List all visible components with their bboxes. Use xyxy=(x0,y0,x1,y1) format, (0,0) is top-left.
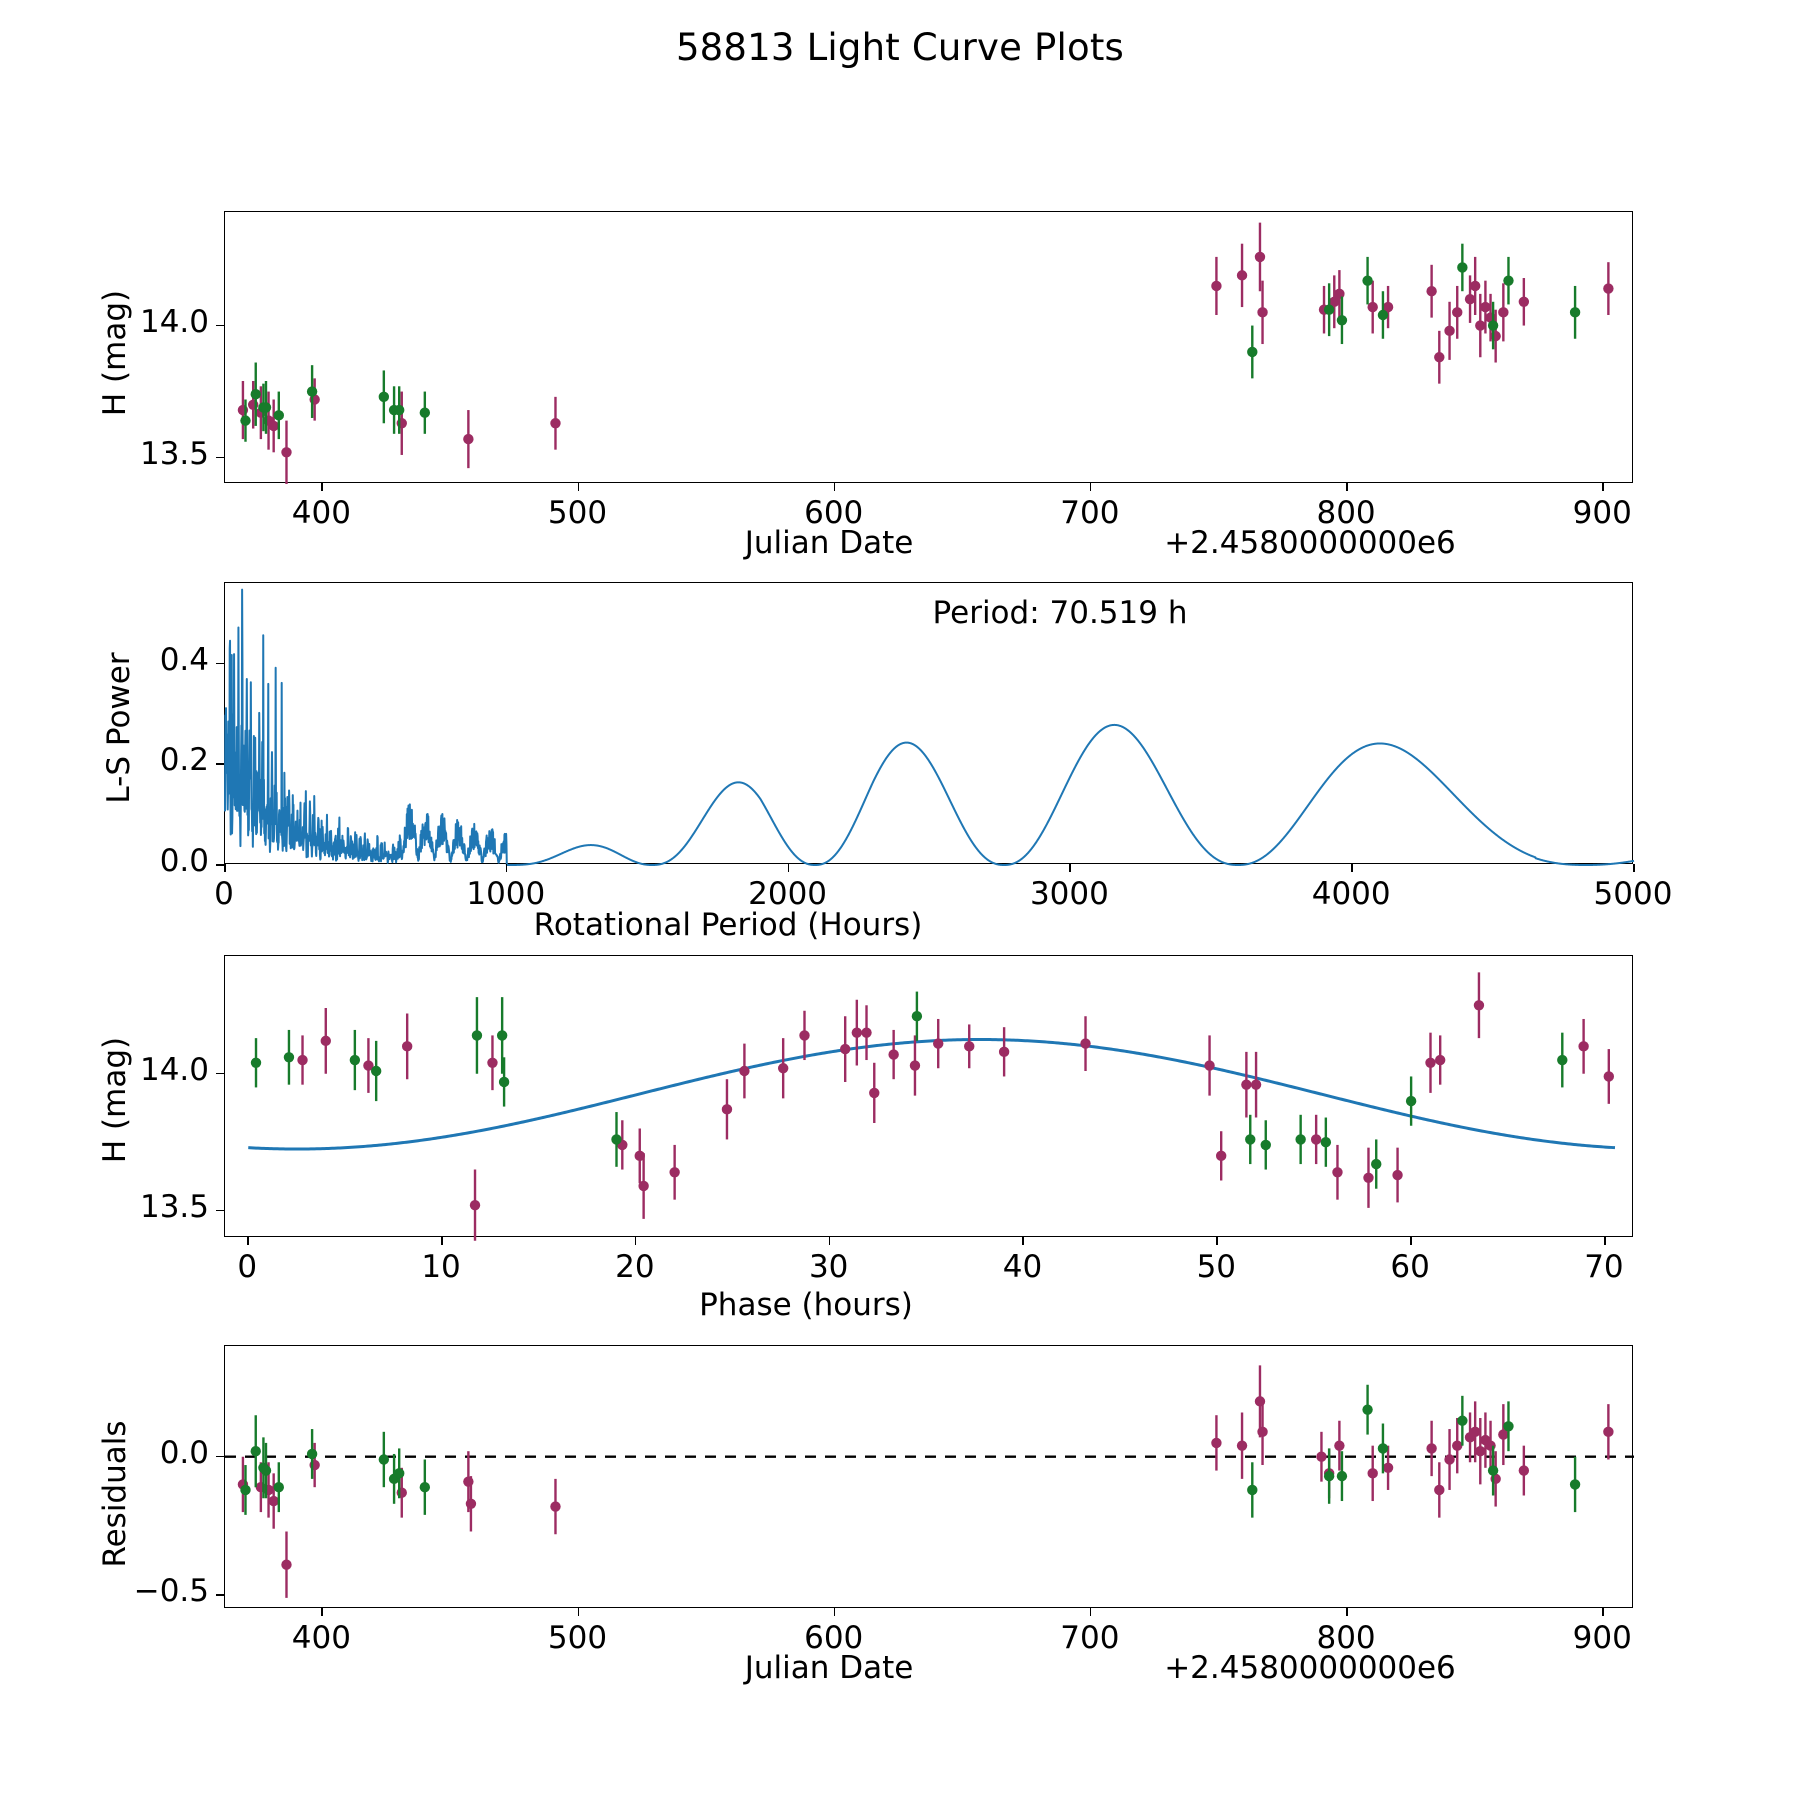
axes-light-curve xyxy=(224,211,1633,484)
x-tick-label: 600 xyxy=(804,495,864,531)
y-tick-label: −0.5 xyxy=(133,1573,209,1610)
y-tick-mark xyxy=(216,1455,224,1458)
axes-residuals xyxy=(224,1345,1634,1608)
x-tick-mark xyxy=(1069,864,1071,872)
axis-label-y-phase-folded: H (mag) xyxy=(97,1036,133,1164)
x-tick-mark xyxy=(224,864,226,872)
x-tick-mark xyxy=(577,1608,580,1616)
x-tick-mark xyxy=(1602,1608,1604,1616)
axis-label-x-light-curve: Julian Date xyxy=(744,525,914,561)
x-tick-label: 5000 xyxy=(1593,876,1673,912)
x-tick-mark xyxy=(321,1608,323,1616)
x-tick-mark xyxy=(833,1608,836,1616)
x-tick-mark xyxy=(1633,864,1635,872)
x-tick-label: 20 xyxy=(615,1249,655,1285)
y-tick-mark xyxy=(216,1594,224,1596)
x-tick-label: 70 xyxy=(1584,1249,1624,1285)
x-tick-label: 0 xyxy=(214,876,234,912)
x-tick-mark xyxy=(1351,864,1353,872)
y-tick-mark xyxy=(216,1072,224,1075)
x-tick-label: 400 xyxy=(291,1620,351,1656)
y-tick-mark xyxy=(216,763,224,765)
x-tick-mark xyxy=(1216,1237,1218,1245)
axis-offset-light-curve: +2.4580000000e6 xyxy=(1164,525,1456,561)
x-tick-label: 30 xyxy=(808,1249,849,1285)
series-series_a xyxy=(237,222,1614,484)
x-tick-label: 700 xyxy=(1060,1620,1120,1656)
x-tick-label: 800 xyxy=(1316,1620,1376,1656)
x-tick-label: 3000 xyxy=(1029,876,1109,912)
y-tick-mark xyxy=(216,324,224,327)
x-tick-label: 4000 xyxy=(1311,876,1391,912)
axes-periodogram xyxy=(224,582,1635,866)
y-tick-mark xyxy=(216,864,224,866)
x-tick-mark xyxy=(833,483,836,491)
x-tick-mark xyxy=(1089,483,1092,491)
series-series_b xyxy=(240,1384,1581,1518)
y-tick-label: 0.0 xyxy=(159,1434,209,1471)
x-tick-mark xyxy=(828,1237,831,1245)
y-tick-label: 14.0 xyxy=(139,1051,209,1088)
x-tick-mark xyxy=(1022,1237,1025,1245)
axis-label-y-periodogram: L-S Power xyxy=(101,652,137,804)
x-tick-mark xyxy=(634,1237,637,1245)
y-tick-label: 14.0 xyxy=(139,303,209,340)
y-tick-label: 13.5 xyxy=(139,1188,209,1225)
x-tick-mark xyxy=(441,1237,443,1245)
axis-label-x-residuals: Julian Date xyxy=(744,1650,914,1686)
x-tick-label: 10 xyxy=(421,1249,461,1285)
series-series_b xyxy=(250,991,1568,1189)
x-tick-mark xyxy=(577,483,580,491)
x-tick-mark xyxy=(1410,1237,1412,1245)
x-tick-label: 900 xyxy=(1572,1620,1632,1656)
x-tick-label: 50 xyxy=(1196,1249,1237,1285)
x-tick-label: 40 xyxy=(1002,1249,1043,1285)
y-tick-mark xyxy=(216,1209,224,1212)
sinusoid-model-line xyxy=(248,1037,1616,1151)
y-tick-label: 13.5 xyxy=(139,435,209,472)
series-series_b xyxy=(240,243,1581,442)
y-tick-label: 0.2 xyxy=(159,742,209,779)
x-tick-label: 400 xyxy=(291,495,351,531)
x-tick-label: 2000 xyxy=(748,876,828,912)
x-tick-label: 500 xyxy=(547,495,608,531)
period-annotation: Period: 70.519 h xyxy=(932,595,1188,631)
y-tick-label: 0.4 xyxy=(159,641,209,678)
x-tick-mark xyxy=(1089,1608,1092,1616)
axis-offset-residuals: +2.4580000000e6 xyxy=(1164,1650,1456,1686)
x-tick-mark xyxy=(321,483,323,491)
x-tick-label: 700 xyxy=(1060,495,1120,531)
x-tick-label: 1000 xyxy=(466,876,546,912)
series-series_a xyxy=(237,1365,1614,1598)
x-tick-mark xyxy=(1603,1237,1606,1245)
y-tick-mark xyxy=(216,662,224,665)
series-series_a xyxy=(297,972,1615,1241)
x-tick-label: 900 xyxy=(1572,495,1632,531)
y-tick-mark xyxy=(216,456,224,459)
figure-title: 58813 Light Curve Plots xyxy=(675,26,1125,69)
x-tick-mark xyxy=(505,864,508,872)
x-tick-mark xyxy=(1346,1608,1348,1616)
x-tick-label: 600 xyxy=(804,1620,864,1656)
x-tick-mark xyxy=(1602,483,1604,491)
periodogram-line xyxy=(224,588,1635,866)
y-tick-label: 0.0 xyxy=(159,843,209,879)
axis-label-x-periodogram: Rotational Period (Hours) xyxy=(533,907,923,943)
x-tick-mark xyxy=(247,1237,249,1245)
axis-label-x-phase-folded: Phase (hours) xyxy=(699,1287,913,1323)
axes-phase-folded xyxy=(224,955,1633,1241)
x-tick-mark xyxy=(787,864,790,872)
x-tick-label: 500 xyxy=(547,1620,608,1656)
x-tick-label: 800 xyxy=(1316,495,1376,531)
x-tick-mark xyxy=(1346,483,1348,491)
x-tick-label: 0 xyxy=(237,1249,258,1285)
x-tick-label: 60 xyxy=(1390,1249,1430,1285)
